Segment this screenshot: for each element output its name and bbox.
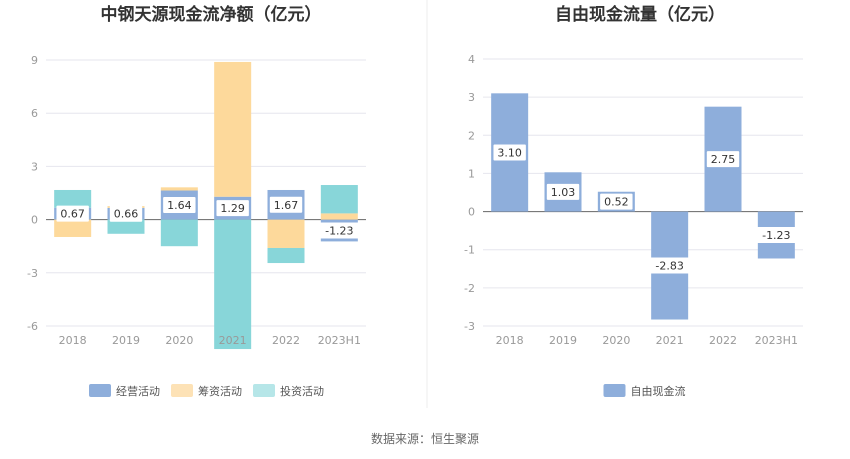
data-label-bg [650, 257, 690, 274]
data-label-bg [319, 222, 359, 239]
bar-投资活动-2023H1 [320, 185, 358, 214]
data-label-bg [56, 205, 89, 222]
data-label-2022: 2.75 [711, 153, 736, 166]
data-label-bg [216, 200, 249, 217]
y-tick-label: -6 [27, 320, 38, 333]
data-label-2019: 0.66 [114, 208, 139, 221]
bar-投资活动-2021 [214, 219, 252, 350]
y-tick-label: -3 [464, 320, 475, 333]
data-label-2020: 1.64 [167, 199, 192, 212]
y-tick-label: 1 [468, 167, 475, 180]
x-tick-label: 2023H1 [318, 334, 361, 347]
legend-label: 经营活动 [116, 384, 160, 398]
x-tick-label: 2018 [496, 334, 524, 347]
y-tick-label: 6 [31, 107, 38, 120]
x-tick-label: 2021 [219, 334, 247, 347]
bar-投资活动-2018 [54, 189, 92, 208]
data-label-bg [706, 151, 740, 168]
y-tick-label: -1 [464, 244, 475, 257]
data-label-2021: 1.29 [220, 202, 245, 215]
data-label-bg [600, 193, 633, 210]
data-label-bg [756, 227, 796, 244]
x-tick-label: 2018 [59, 334, 87, 347]
y-tick-label: -3 [27, 267, 38, 280]
data-label-bg [269, 196, 303, 213]
bar-筹资活动-2022 [267, 219, 305, 248]
x-tick-label: 2019 [112, 334, 140, 347]
data-label-2023H1: -1.23 [325, 225, 353, 238]
bar-筹资活动-2023H1 [320, 213, 358, 220]
y-tick-label: 9 [31, 54, 38, 67]
y-tick-label: 4 [468, 53, 475, 66]
right-legend: 自由现金流 [603, 384, 686, 398]
bar-投资活动-2020 [160, 219, 198, 247]
left-legend: 经营活动 筹资活动 投资活动 [89, 384, 324, 398]
data-label-bg [546, 183, 580, 200]
bar-投资活动-2022 [267, 247, 305, 264]
data-label-bg [163, 197, 196, 214]
legend-label: 投资活动 [280, 384, 324, 398]
legend-swatch [171, 384, 193, 397]
right-chart-title: 自由现金流量（亿元） [555, 4, 725, 25]
x-tick-label: 2022 [709, 334, 737, 347]
data-label-2023H1: -1.23 [762, 229, 790, 242]
data-label-2020: 0.52 [604, 196, 629, 209]
bar-筹资活动-2020 [160, 187, 198, 191]
legend-swatch [253, 384, 275, 397]
data-label-2018: 0.67 [60, 208, 85, 221]
y-tick-label: -2 [464, 282, 475, 295]
bar-筹资活动-2021 [214, 61, 252, 197]
bar-投资活动-2019 [107, 219, 145, 234]
legend-swatch [89, 384, 111, 397]
data-label-bg [493, 144, 526, 161]
y-tick-label: 0 [31, 214, 38, 227]
x-tick-label: 2023H1 [755, 334, 798, 347]
left-chart-title: 中钢天源现金流净额（亿元） [101, 4, 322, 25]
y-tick-label: 0 [468, 206, 475, 219]
data-label-2021: -2.83 [655, 260, 683, 273]
cashflow-net-chart: 中钢天源现金流净额（亿元） 9 6 3 0 -3 -6 0.67 0.66 1.64 1.29 1… [27, 4, 366, 398]
y-tick-label: 2 [468, 129, 475, 142]
x-tick-label: 2020 [165, 334, 193, 347]
free-cashflow-chart: 自由现金流量（亿元） 4 3 2 1 0 -1 -2 -3 3.10 1.03 0.52 -2.83… [464, 4, 803, 398]
y-tick-label: 3 [468, 91, 475, 104]
bar-筹资活动-2018 [54, 219, 92, 237]
x-tick-label: 2019 [549, 334, 577, 347]
data-label-2019: 1.03 [551, 186, 576, 199]
data-label-2018: 3.10 [497, 146, 522, 159]
x-tick-label: 2022 [272, 334, 300, 347]
legend-label: 自由现金流 [631, 384, 686, 398]
data-source-note: 数据来源：恒生聚源 [371, 431, 479, 446]
y-tick-label: 3 [31, 160, 38, 173]
data-label-2022: 1.67 [274, 199, 299, 212]
legend-swatch [603, 384, 626, 397]
legend-label: 筹资活动 [198, 384, 242, 398]
data-label-bg [109, 205, 143, 222]
x-tick-label: 2021 [656, 334, 684, 347]
x-tick-label: 2020 [602, 334, 630, 347]
